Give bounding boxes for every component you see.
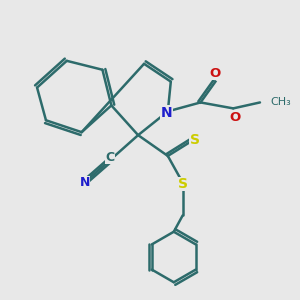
Text: N: N (80, 176, 90, 189)
Text: C: C (105, 151, 114, 164)
Text: CH₃: CH₃ (270, 98, 291, 107)
Text: O: O (210, 67, 221, 80)
Text: S: S (190, 133, 200, 147)
Text: N: N (160, 106, 172, 120)
Text: O: O (229, 111, 240, 124)
Text: S: S (178, 177, 188, 191)
